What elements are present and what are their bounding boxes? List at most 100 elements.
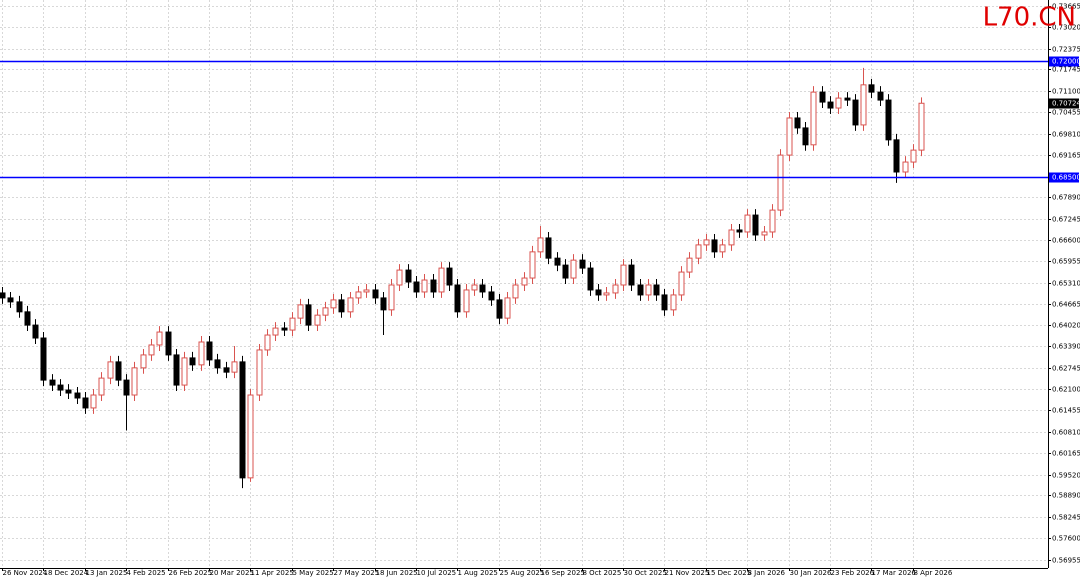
candle-body (504, 297, 511, 319)
candle-body (115, 361, 122, 381)
candle-body (570, 259, 577, 279)
candle-body (794, 117, 801, 129)
candle-body (314, 314, 321, 326)
candle-body (653, 284, 660, 296)
x-tick-label: 30 Jan 2026 (790, 569, 833, 577)
candle-body (835, 97, 842, 109)
candle-body (256, 349, 263, 396)
candle-body (363, 289, 370, 293)
candle-body (338, 299, 345, 313)
x-tick-label: 21 Nov 2025 (665, 569, 710, 577)
y-tick-label: 0.67245 (1052, 216, 1080, 224)
candle-body (214, 359, 221, 369)
y-tick-label: 0.69165 (1052, 152, 1080, 160)
y-tick-label: 0.70455 (1052, 109, 1080, 117)
y-tick-label: 0.71100 (1052, 88, 1080, 96)
y-tick-label: 0.67890 (1052, 194, 1080, 202)
price-tag-label: 0.72000 (1052, 58, 1080, 66)
x-tick-label: 8 Jan 2026 (748, 569, 786, 577)
x-tick-label: 15 Dec 2025 (707, 569, 752, 577)
candle-body (670, 294, 677, 311)
x-tick-label: 10 Jul 2025 (417, 569, 457, 577)
candle-body (165, 331, 172, 356)
x-tick-label: 5 May 2025 (293, 569, 334, 577)
candle-body (752, 214, 759, 236)
x-tick-label: 18 Jun 2025 (376, 569, 418, 577)
candle-body (206, 341, 213, 361)
candle-body (148, 344, 155, 356)
candle-body (885, 99, 892, 141)
x-tick-label: 18 Dec 2024 (44, 569, 89, 577)
candle-body (32, 324, 39, 339)
candle-body (545, 237, 552, 259)
y-tick-label: 0.64665 (1052, 301, 1080, 309)
candle-body (289, 317, 296, 331)
candle-body (372, 289, 379, 299)
candle-body (628, 264, 635, 286)
candle-body (173, 354, 180, 386)
candle-body (355, 291, 362, 299)
candle-body (347, 297, 354, 313)
y-tick-label: 0.73020 (1052, 24, 1080, 32)
candle-body (844, 97, 851, 101)
candle-body (330, 299, 337, 309)
y-tick-label: 0.62100 (1052, 386, 1080, 394)
candle-body (620, 264, 627, 286)
candle-body (860, 84, 867, 126)
candle-body (82, 397, 89, 409)
price-tag (1049, 56, 1079, 67)
watermark: L70.CN (983, 3, 1076, 33)
candle-body (819, 91, 826, 103)
candle-body (529, 251, 536, 279)
x-tick-label: 1 Aug 2025 (458, 569, 498, 577)
candle-body (918, 102, 925, 151)
candle-body (247, 394, 254, 479)
current-price-tag (1049, 98, 1079, 109)
x-tick-label: 30 Oct 2025 (624, 569, 667, 577)
candle-body (587, 267, 594, 291)
y-tick-label: 0.60165 (1052, 450, 1080, 458)
y-tick-label: 0.57600 (1052, 535, 1080, 543)
candle-body (198, 341, 205, 366)
candle-body (736, 229, 743, 233)
y-tick-label: 0.63390 (1052, 343, 1080, 351)
candle-body (181, 357, 188, 386)
candle-body (264, 334, 271, 351)
candle-body (661, 294, 668, 311)
candle-body (893, 139, 900, 173)
y-tick-label: 0.58245 (1052, 514, 1080, 522)
candle-body (902, 161, 909, 173)
y-tick-label: 0.65955 (1052, 258, 1080, 266)
candle-body (910, 149, 917, 163)
candle-body (49, 379, 56, 386)
candle-body (471, 284, 478, 291)
candle-body (810, 91, 817, 146)
candle-body (728, 229, 735, 246)
candle-body (131, 367, 138, 396)
candle-body (637, 284, 644, 296)
candle-body (380, 297, 387, 311)
candle-body (852, 99, 859, 126)
candle-body (612, 284, 619, 294)
candle-body (98, 377, 105, 396)
candle-body (877, 91, 884, 101)
candle-body (488, 291, 495, 301)
x-tick-label: 23 Feb 2026 (831, 569, 875, 577)
candle-body (396, 269, 403, 286)
y-tick-label: 0.71745 (1052, 66, 1080, 74)
y-tick-label: 0.73665 (1052, 3, 1080, 11)
price-tag-label: 0.68500 (1052, 174, 1080, 182)
y-tick-label: 0.59520 (1052, 472, 1080, 480)
x-tick-label: 13 Jan 2025 (86, 569, 128, 577)
candle-body (454, 284, 461, 313)
y-tick-label: 0.69810 (1052, 131, 1080, 139)
y-tick-label: 0.58890 (1052, 492, 1080, 500)
x-tick-label: 11 Apr 2025 (251, 569, 294, 577)
candle-body (769, 209, 776, 233)
candle-body (777, 154, 784, 211)
candle-body (123, 379, 130, 396)
candle-body (711, 239, 718, 253)
price-tag (1049, 172, 1079, 183)
